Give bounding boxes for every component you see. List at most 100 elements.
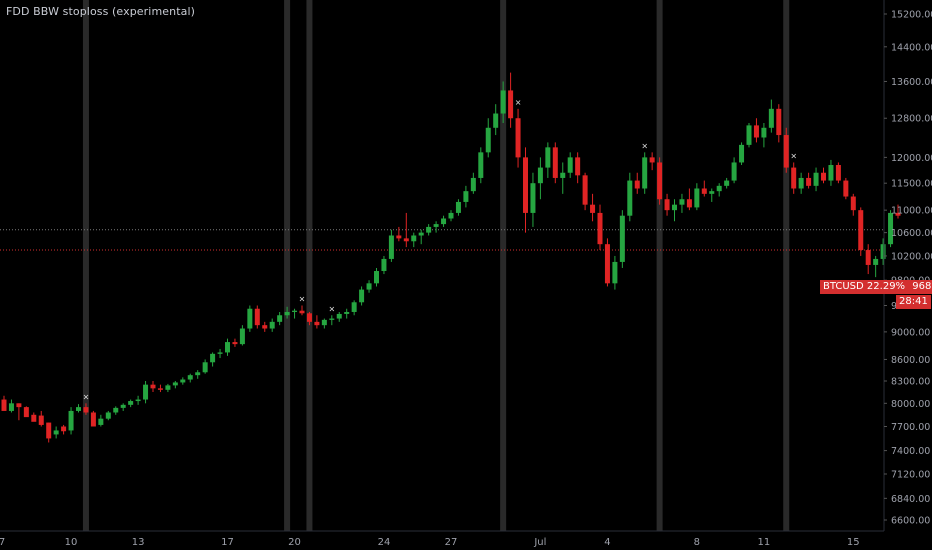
candle-body	[292, 310, 298, 312]
candle-body	[411, 235, 417, 242]
time-axis-label: 20	[288, 537, 301, 548]
candle-body	[344, 311, 350, 314]
candle-body	[835, 165, 841, 181]
candle-body	[254, 308, 260, 326]
price-axis-label: 11000.00	[891, 206, 932, 217]
candle-body	[850, 196, 856, 211]
candle-body	[537, 167, 543, 184]
candle-body	[470, 177, 476, 192]
candle-body	[791, 167, 797, 189]
highlight-column	[656, 0, 663, 531]
candle-body	[210, 353, 216, 363]
candle-body	[46, 422, 52, 439]
candle-body	[426, 226, 432, 233]
candle-body	[61, 426, 67, 432]
candle-body	[113, 407, 119, 413]
price-axis-label: 14400.00	[891, 42, 932, 53]
candle-body	[403, 238, 409, 242]
price-axis-label: 7700.00	[891, 422, 930, 433]
candle-body	[381, 258, 387, 272]
candle-body	[560, 172, 566, 178]
highlight-column	[500, 0, 507, 531]
candle-body	[225, 342, 230, 353]
time-axis-label: 7	[0, 537, 5, 548]
candle-body	[359, 289, 365, 303]
candle-body	[567, 157, 573, 173]
candle-body	[478, 152, 484, 178]
candle-body	[396, 235, 402, 239]
candle-body	[463, 191, 469, 202]
candle-body	[232, 342, 238, 345]
price-axis-label: 9000.00	[891, 327, 930, 338]
candle-body	[351, 302, 357, 312]
candle-body	[694, 188, 700, 208]
time-axis-label: 13	[132, 537, 145, 548]
candle-body	[776, 108, 782, 136]
price-axis-label: 12000.00	[891, 153, 932, 164]
candle-body	[143, 384, 149, 400]
candle-body	[821, 172, 826, 181]
candle-body	[523, 157, 528, 213]
candle-body	[388, 235, 394, 259]
candle-body	[545, 147, 551, 168]
stop-marker: ×	[83, 392, 90, 401]
candle-body	[165, 385, 171, 390]
candle-body	[202, 362, 208, 373]
candle-body	[657, 162, 663, 200]
candle-body	[105, 412, 111, 419]
candle-body	[53, 430, 59, 435]
candle-body	[716, 185, 722, 192]
candle-body	[508, 90, 514, 119]
candle-body	[485, 127, 491, 153]
candle-body	[813, 172, 819, 186]
price-axis-label: 7120.00	[891, 470, 930, 481]
candle-body	[247, 308, 253, 329]
candle-body	[642, 157, 648, 189]
candle-body	[724, 180, 730, 186]
highlight-column	[783, 0, 790, 531]
candle-body	[828, 165, 834, 181]
candle-body	[679, 199, 685, 205]
candle-body	[597, 212, 603, 245]
candle-body	[612, 261, 618, 284]
candle-body	[590, 204, 596, 213]
candle-body	[858, 210, 864, 251]
price-axis-label: 6600.00	[891, 516, 930, 527]
price-tag-symbol: BTCUSD	[823, 281, 864, 293]
candle-body	[16, 403, 22, 408]
candle-body	[299, 310, 305, 314]
indicator-title: FDD BBW stoploss (experimental)	[6, 5, 195, 18]
price-axis-label: 7400.00	[891, 446, 930, 457]
time-axis-label: 27	[445, 537, 458, 548]
candle-body	[120, 404, 126, 408]
candle-body	[150, 384, 156, 389]
time-axis-label: 17	[221, 537, 234, 548]
candle-body	[1, 399, 7, 411]
candle-body	[783, 135, 789, 168]
candle-body	[128, 401, 134, 405]
candle-body	[634, 180, 640, 189]
candle-body	[262, 325, 268, 329]
candle-body	[865, 250, 871, 265]
candle-body	[806, 177, 812, 186]
price-axis-label: 8000.00	[891, 399, 930, 410]
time-axis-label: 4	[604, 537, 610, 548]
candle-body	[321, 319, 327, 326]
candle-body	[888, 212, 894, 245]
candle-body	[366, 283, 372, 290]
candle-body	[239, 328, 245, 345]
candle-body	[761, 127, 767, 138]
price-axis-label: 15200.00	[891, 10, 932, 21]
candle-body	[306, 313, 312, 322]
highlight-column	[82, 0, 89, 531]
price-tag-change: 22.29%	[866, 281, 906, 293]
candle-body	[493, 113, 499, 128]
candle-body	[619, 215, 625, 262]
candle-body	[873, 258, 879, 265]
time-axis-label: Jul	[533, 537, 546, 548]
candle-body	[552, 147, 558, 178]
candle-body	[31, 414, 37, 422]
candle-body	[135, 399, 141, 402]
